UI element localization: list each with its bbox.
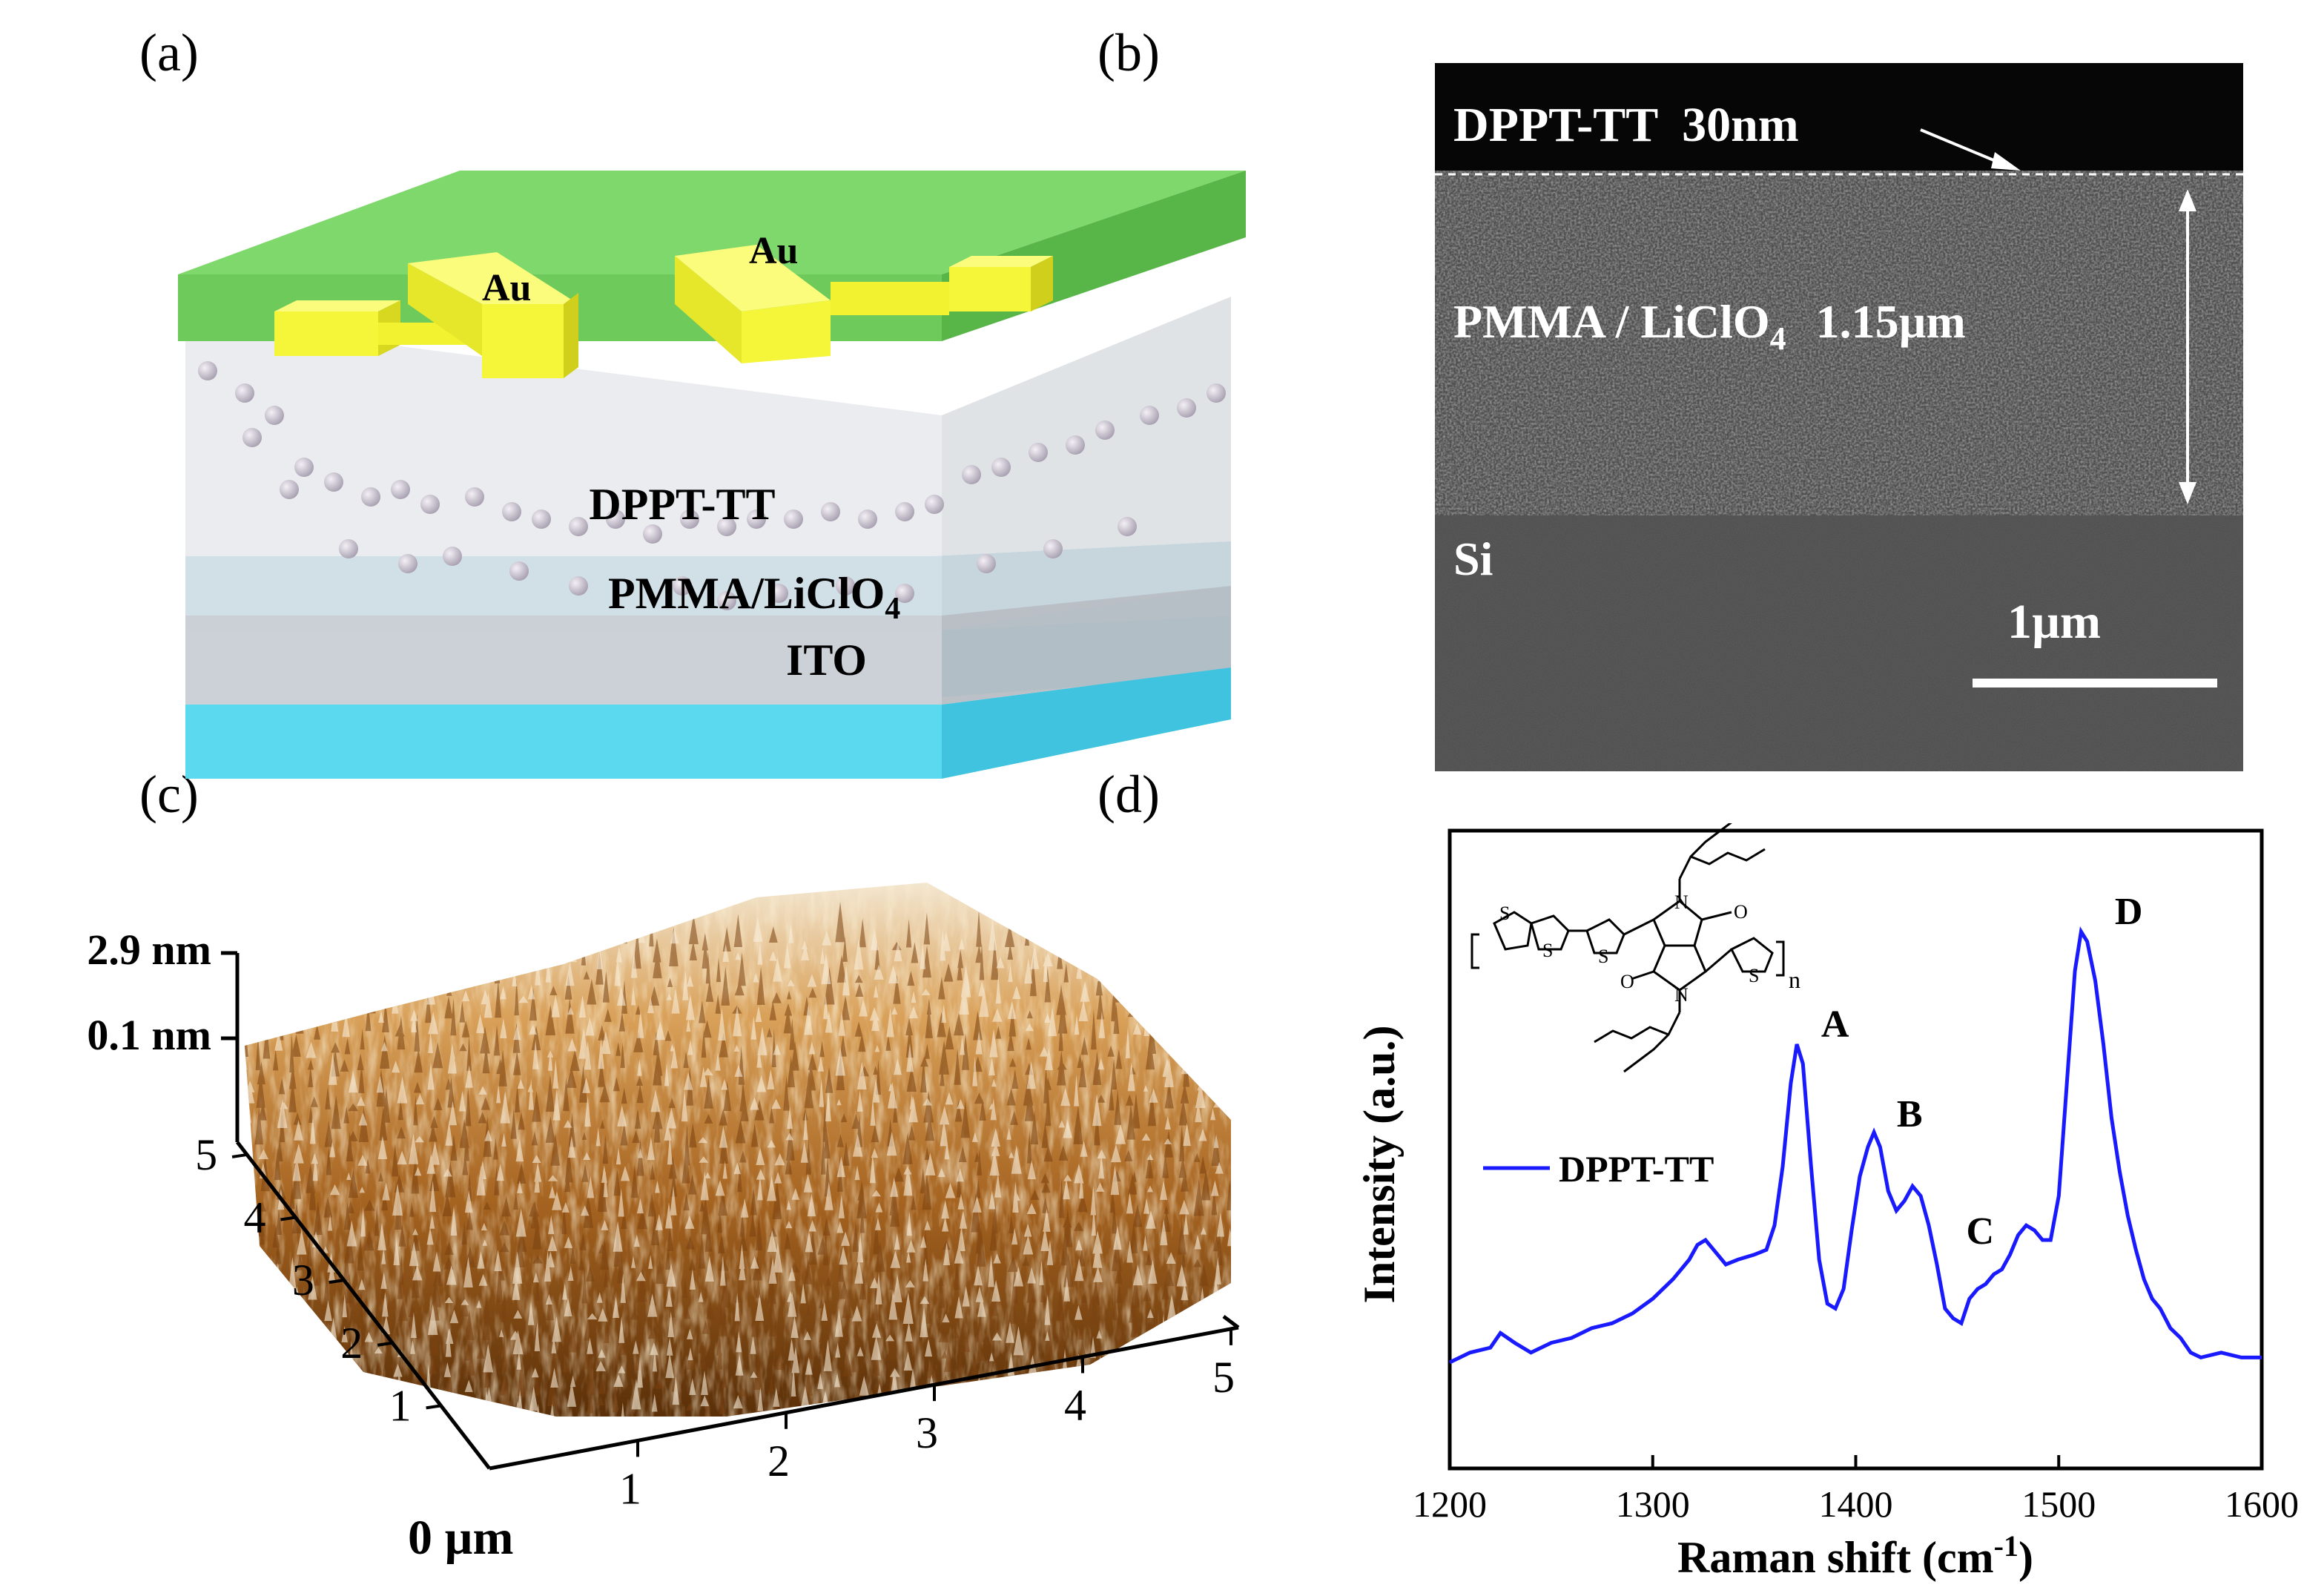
ion-particles bbox=[198, 361, 1226, 610]
svg-text:N: N bbox=[1674, 891, 1689, 913]
x-tick-label: 1400 bbox=[1819, 1483, 1893, 1525]
svg-text:O: O bbox=[1620, 971, 1634, 992]
svg-text:O: O bbox=[1734, 901, 1748, 923]
peak-label-d: D bbox=[2115, 891, 2143, 933]
au-electrodes bbox=[274, 245, 1053, 378]
sem-top-label: DPPT-TT 30nm bbox=[1453, 98, 1799, 152]
y-tick-mark bbox=[231, 1153, 248, 1158]
ito-layer-label: ITO bbox=[786, 636, 867, 685]
peak-label-a: A bbox=[1821, 1003, 1849, 1046]
y-tick-label: 3 bbox=[292, 1256, 314, 1305]
peak-label-c: C bbox=[1967, 1210, 1995, 1253]
y-axis-label: Intensity (a.u.) bbox=[1355, 1025, 1404, 1303]
x-tick-label: 1200 bbox=[1413, 1483, 1487, 1525]
peak-label-b: B bbox=[1897, 1093, 1923, 1135]
panel-label-d: (d) bbox=[1097, 765, 1160, 824]
y-tick-mark bbox=[329, 1279, 345, 1285]
z-max-label: 2.9 nm bbox=[87, 926, 211, 974]
y-tick-label: 1 bbox=[389, 1381, 412, 1430]
svg-text:S: S bbox=[1598, 946, 1608, 967]
x-tick-label: 1600 bbox=[2225, 1483, 2299, 1525]
raman-series-line bbox=[1448, 926, 2262, 1365]
svg-text:S: S bbox=[1749, 965, 1759, 986]
sem-si-label: Si bbox=[1453, 532, 1493, 585]
y-tick-label: 5 bbox=[195, 1130, 217, 1179]
svg-text:S: S bbox=[1542, 940, 1553, 961]
y-tick-mark bbox=[426, 1404, 441, 1410]
svg-text:S: S bbox=[1499, 903, 1510, 924]
dppt-structure bbox=[1470, 823, 1785, 1073]
x-tick-label: 1 bbox=[619, 1464, 641, 1513]
origin-label: 0 µm bbox=[408, 1511, 514, 1565]
x-axis-ticks: 1 2 3 4 5 bbox=[619, 1328, 1235, 1513]
au-label-right: Au bbox=[749, 230, 798, 272]
y-tick-label: 2 bbox=[340, 1319, 363, 1368]
scalebar-label: 1µm bbox=[2007, 595, 2101, 649]
scalebar bbox=[1973, 679, 2217, 687]
x-tick-label: 2 bbox=[768, 1437, 790, 1485]
x-tick-label: 3 bbox=[916, 1408, 938, 1457]
legend-label: DPPT-TT bbox=[1559, 1148, 1714, 1190]
sem-image: DPPT-TT 30nm PMMA / LiClO4 1.15µm Si 1µm bbox=[1435, 63, 2243, 771]
au-label-left: Au bbox=[482, 267, 531, 309]
x-axis-label: Raman shift (cm-1) bbox=[1677, 1529, 2033, 1582]
raman-peak-labels: A B C D bbox=[1821, 891, 2143, 1253]
z-min-label: 0.1 nm bbox=[87, 1011, 211, 1059]
y-tick-mark bbox=[280, 1216, 296, 1221]
raman-chart: 1200 1300 1400 1500 1600 A B C D Intensity (a.u… bbox=[1355, 823, 2299, 1582]
x-tick-label: 5 bbox=[1212, 1353, 1235, 1402]
device-schematic: Au Au DPPT-TT PMMA/LiClO4 ITO bbox=[178, 171, 1246, 779]
y-tick-label: 4 bbox=[243, 1193, 265, 1242]
structure-subscript: n bbox=[1789, 966, 1800, 993]
raman-x-ticks: 1200 1300 1400 1500 1600 bbox=[1413, 1455, 2299, 1525]
sem-mid-label: PMMA / LiClO4 1.15µm bbox=[1453, 295, 1966, 357]
x-tick-label: 1300 bbox=[1616, 1483, 1690, 1525]
panel-label-b: (b) bbox=[1097, 23, 1160, 82]
x-tick-label: 1500 bbox=[2021, 1483, 2096, 1525]
panel-label-a: (a) bbox=[139, 23, 199, 82]
x-tick-label: 4 bbox=[1064, 1381, 1086, 1430]
y-tick-mark bbox=[377, 1341, 393, 1347]
svg-text:N: N bbox=[1674, 984, 1689, 1006]
dppt-layer-label: DPPT-TT bbox=[589, 480, 775, 529]
pmma-layer-label: PMMA/LiClO4 bbox=[608, 569, 900, 626]
